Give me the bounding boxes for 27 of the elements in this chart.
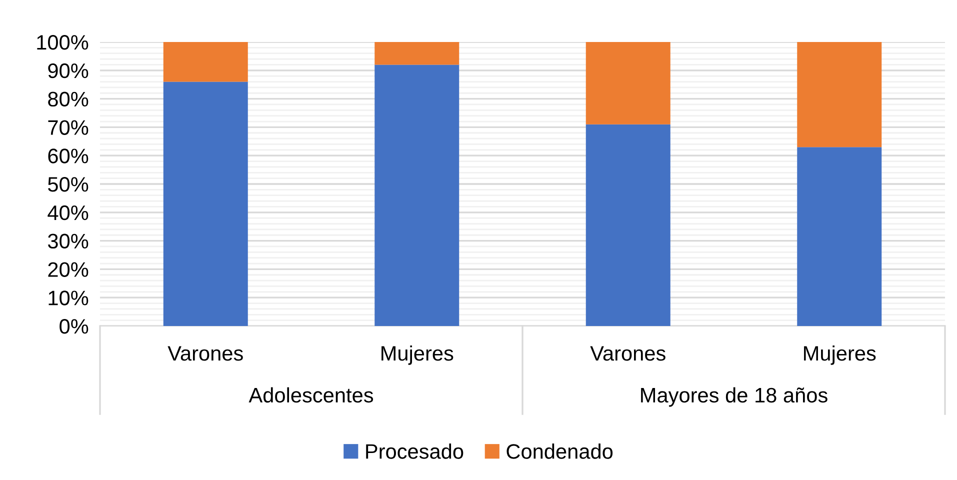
x-tick-label: Varones	[590, 346, 666, 361]
text: Mayores de 18 años	[641, 387, 828, 407]
y-tick-label: 60%	[48, 148, 88, 164]
y-tick-label: 100%	[37, 35, 88, 50]
y-tick-label: 70%	[48, 120, 88, 135]
bar	[163, 82, 248, 326]
bar	[163, 42, 248, 82]
bar	[797, 147, 882, 326]
y-tick-label: 40%	[48, 205, 88, 220]
y-tick-label: 20%	[48, 262, 88, 277]
legend-label: Procesado	[366, 444, 464, 459]
bar	[797, 42, 882, 148]
y-tick-label: 0%	[60, 319, 88, 334]
x-tick-label: Varones	[168, 346, 243, 361]
bar	[374, 42, 460, 65]
legend-label: Condenado	[506, 444, 613, 459]
x-tick-label: Mujeres	[382, 345, 454, 365]
y-tick-label: 50%	[48, 177, 88, 192]
bar	[586, 42, 670, 124]
x-tick-label: Mujeres	[804, 345, 876, 365]
bar	[586, 124, 670, 326]
y-tick-label: 90%	[48, 63, 88, 78]
y-tick-label: 10%	[48, 290, 88, 306]
y-tick-label: 80%	[48, 92, 88, 107]
y-tick-label: 30%	[48, 234, 88, 249]
text: Adolescentes	[248, 387, 374, 403]
bar	[374, 64, 460, 326]
